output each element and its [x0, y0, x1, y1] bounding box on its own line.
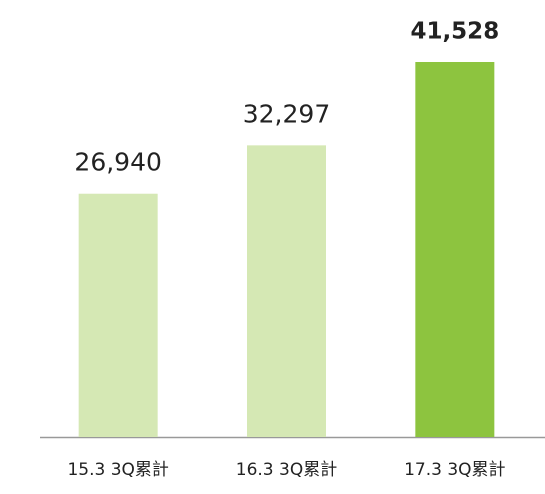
- value-label: 41,528: [410, 19, 499, 45]
- value-label: 26,940: [74, 148, 161, 177]
- bar: [415, 62, 495, 437]
- bar: [78, 193, 158, 437]
- bar: [247, 145, 326, 437]
- x-tick-label: 17.3 3Q累計: [404, 460, 505, 480]
- x-tick-label: 16.3 3Q累計: [236, 460, 337, 480]
- x-tick-label: 15.3 3Q累計: [67, 460, 168, 480]
- value-label: 32,297: [243, 99, 330, 128]
